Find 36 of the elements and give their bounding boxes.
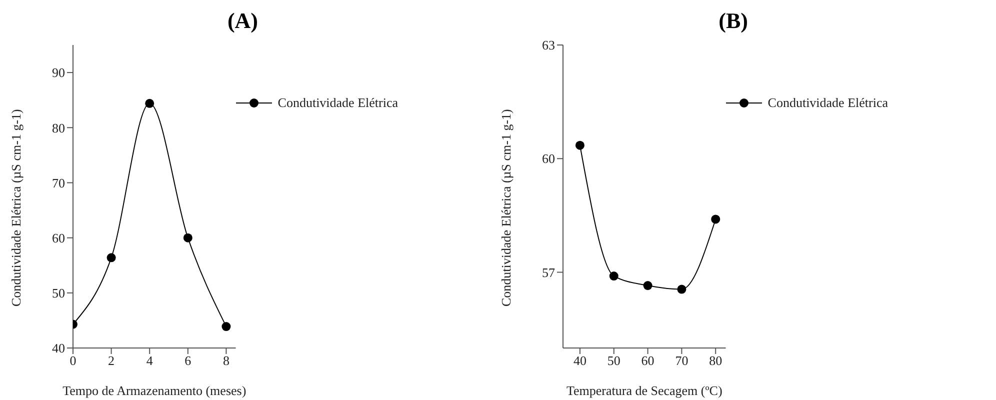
- x-tick-label: 2: [108, 353, 115, 368]
- point: [643, 281, 652, 290]
- legend-label: Condutividade Elétrica: [766, 95, 888, 111]
- y-tick-label: 40: [52, 340, 65, 356]
- legend-label: Condutividade Elétrica: [276, 95, 398, 111]
- point: [183, 233, 192, 242]
- point: [711, 214, 720, 224]
- x-tick-label: 80: [709, 353, 722, 368]
- point: [145, 98, 154, 108]
- point: [575, 140, 584, 150]
- point: [222, 322, 231, 332]
- y-tick-label: 60: [542, 151, 555, 166]
- x-axis-title: Tempo de Armazenamento (meses): [62, 383, 246, 398]
- y-tick-label: 63: [542, 38, 555, 53]
- x-axis-title: Temperatura de Secagem (ºC): [566, 383, 722, 398]
- chart-title: (B): [718, 8, 748, 34]
- y-axis-title: Condutividade Elétrica (µS cm-1 g-1): [498, 109, 514, 306]
- y-tick-label: 57: [542, 264, 556, 280]
- y-tick-label: 60: [52, 230, 65, 246]
- chart-title: (A): [226, 8, 258, 34]
- point: [677, 284, 686, 294]
- x-tick-label: 8: [222, 353, 230, 368]
- x-tick-label: 50: [607, 353, 620, 368]
- y-tick-label: 90: [52, 65, 65, 80]
- x-tick-label: 40: [573, 353, 586, 368]
- x-tick-label: 0: [70, 353, 76, 368]
- point: [106, 253, 116, 262]
- x-tick-label: 4: [146, 353, 154, 368]
- x-tick-label: 70: [675, 353, 688, 368]
- y-tick-label: 70: [52, 175, 65, 190]
- y-axis-title: Condutividade Elétrica (µS cm-1 g-1): [8, 109, 24, 306]
- y-tick-label: 80: [52, 120, 65, 136]
- point: [609, 272, 618, 281]
- y-tick-label: 50: [52, 286, 65, 301]
- x-tick-label: 60: [641, 353, 654, 368]
- x-tick-label: 6: [184, 353, 192, 368]
